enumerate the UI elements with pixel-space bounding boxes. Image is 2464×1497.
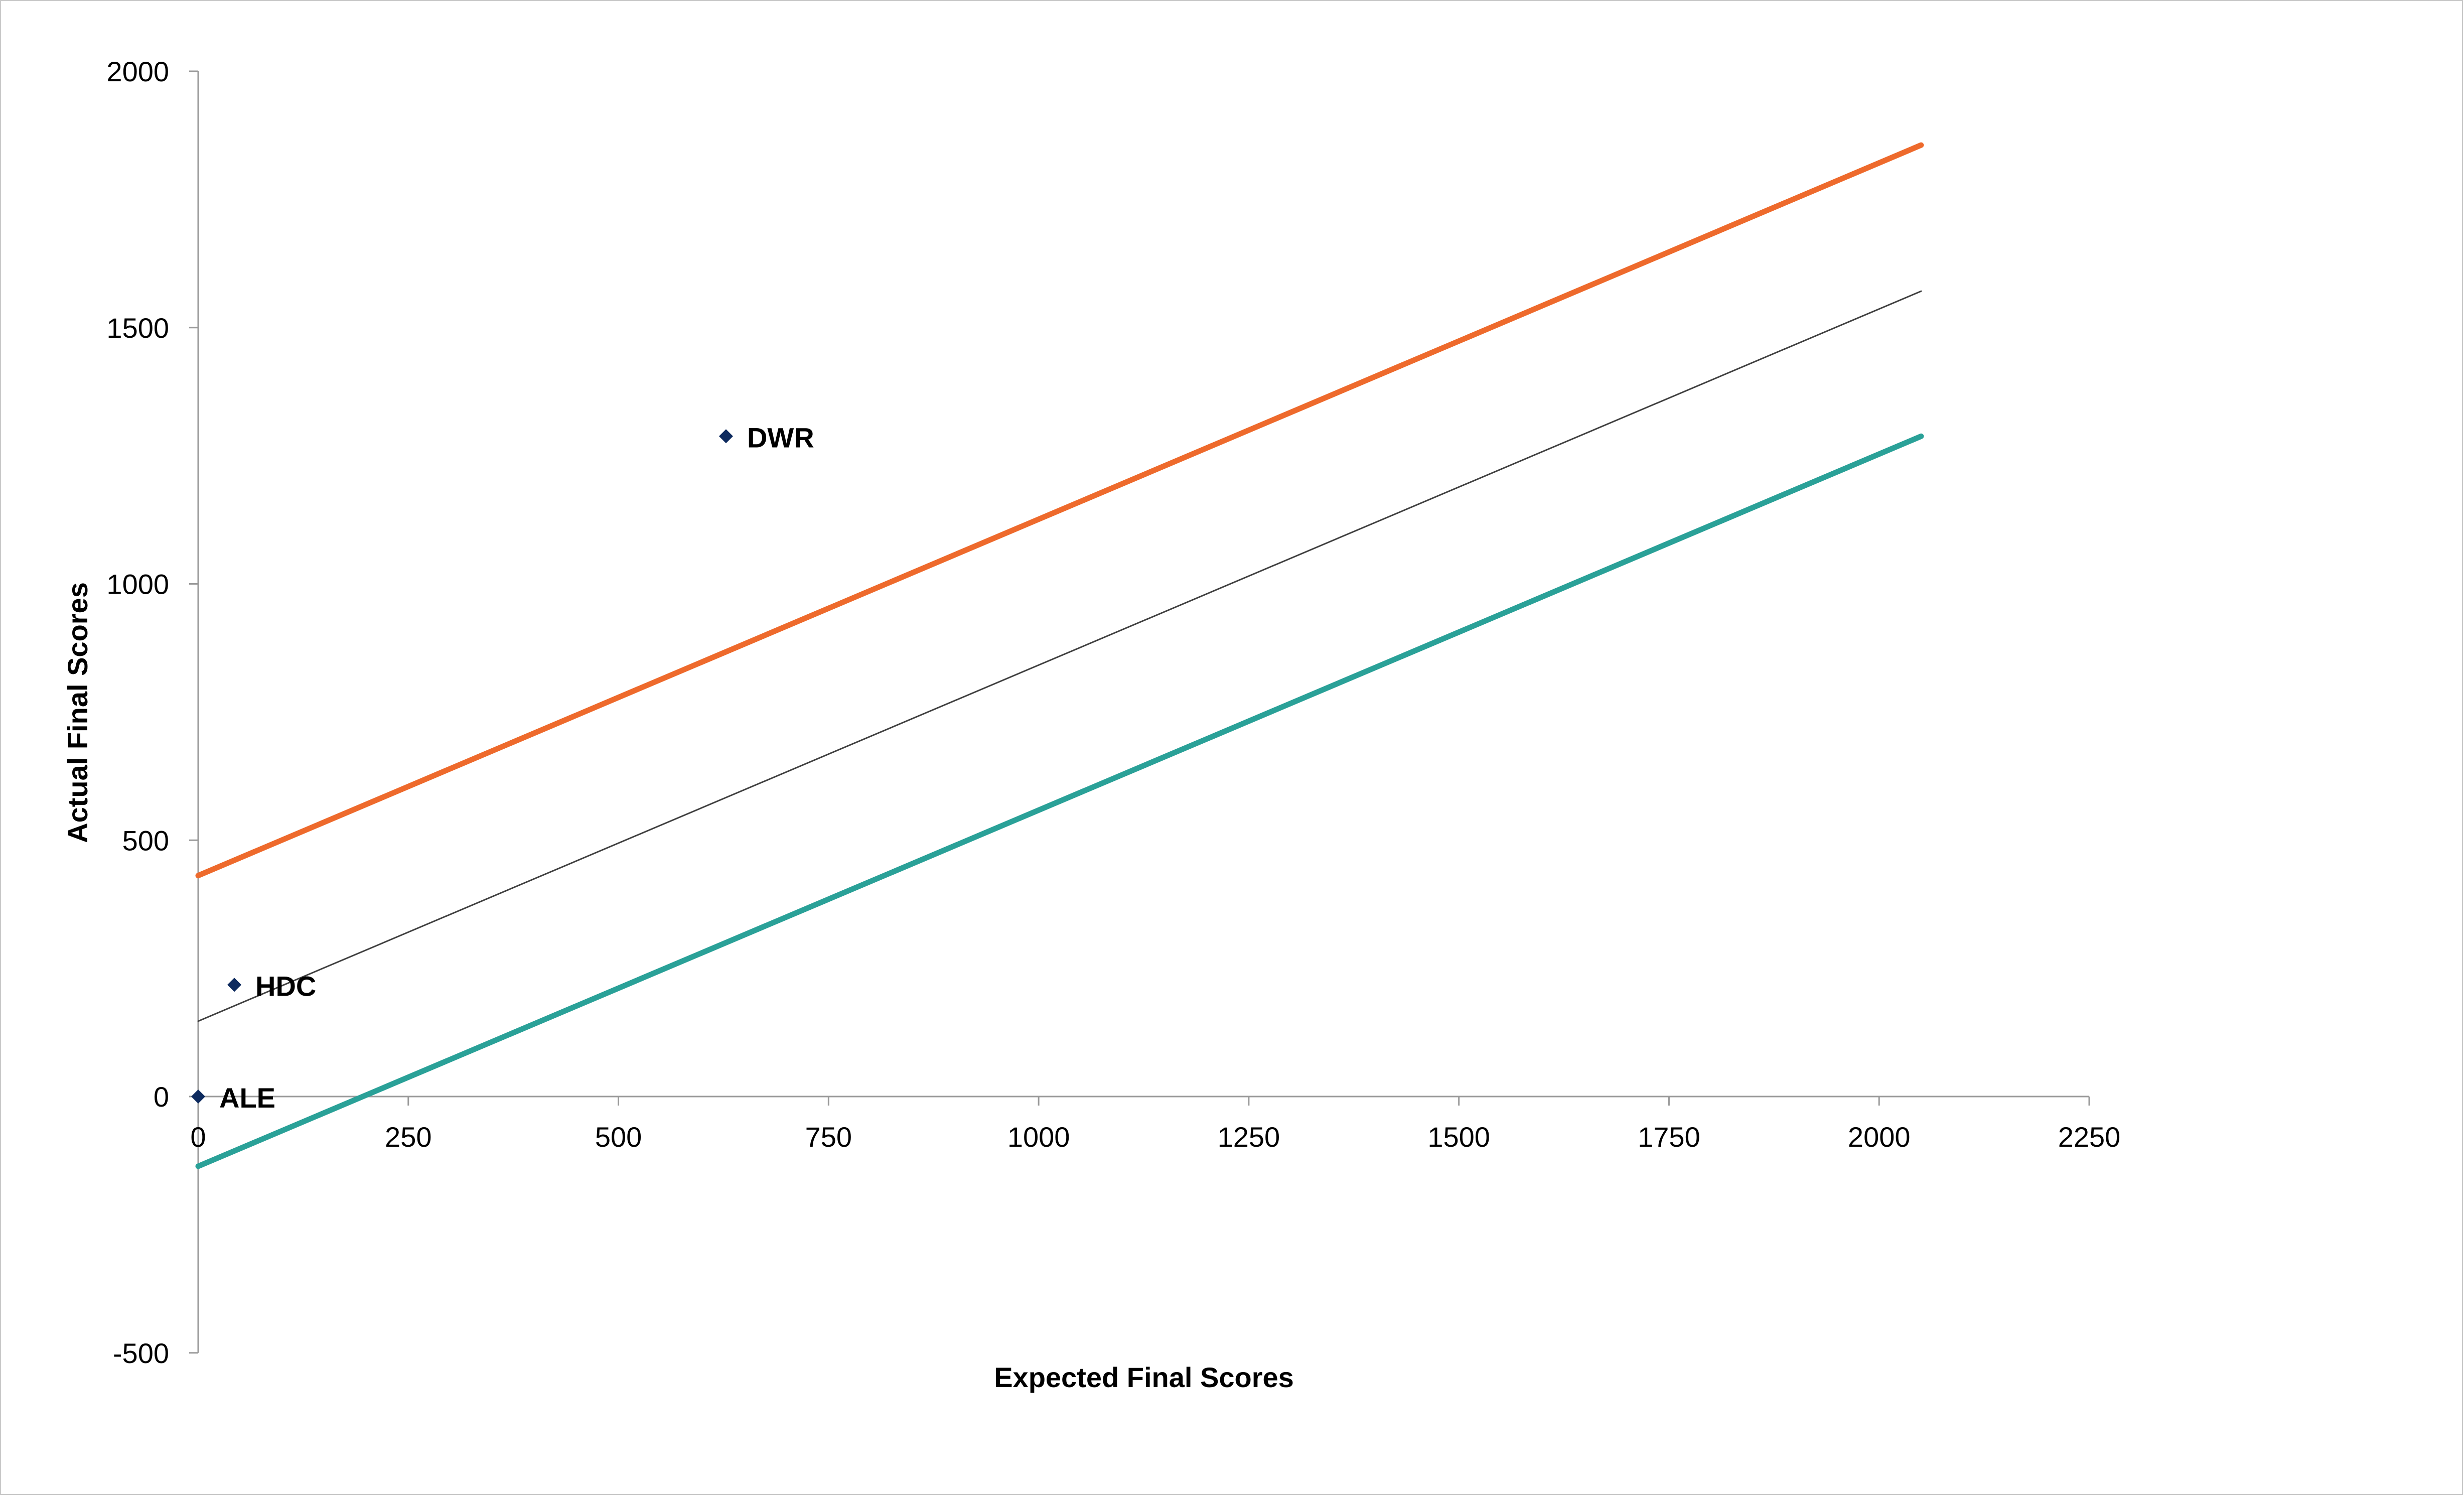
- data-point-label: DWR: [747, 422, 814, 453]
- data-point: [191, 1090, 205, 1104]
- x-tick-label: 250: [385, 1121, 431, 1153]
- reference-line: [195, 433, 1924, 1169]
- x-tick-label: 1000: [1007, 1121, 1070, 1153]
- x-tick-label: 2000: [1848, 1121, 1911, 1153]
- reference-line: [197, 290, 1922, 1022]
- y-tick-label: 1500: [106, 312, 169, 344]
- x-tick-label: 500: [595, 1121, 642, 1153]
- data-point-label: ALE: [219, 1082, 275, 1114]
- y-tick-label: 500: [122, 825, 169, 856]
- axes: 2000 1500 1000 500 0 -500 0 250 500 750 1000 1250 15…: [106, 56, 2120, 1369]
- y-axis-title: Actual Final Scores: [62, 582, 93, 843]
- reference-line: [195, 142, 1924, 879]
- x-tick-label: 2250: [2058, 1121, 2121, 1153]
- data-point: [227, 978, 242, 992]
- data-point: [718, 429, 733, 444]
- x-tick-label: 1750: [1638, 1121, 1700, 1153]
- y-tick-label: 2000: [106, 56, 169, 87]
- x-tick-label: 750: [805, 1121, 852, 1153]
- x-tick-label: 1500: [1427, 1121, 1490, 1153]
- x-tick-label: 0: [190, 1121, 206, 1153]
- y-tick-label: -500: [113, 1337, 169, 1369]
- data-points: ALE HDC DWR: [191, 422, 814, 1114]
- x-axis-title: Expected Final Scores: [994, 1362, 1294, 1393]
- y-tick-label: 1000: [106, 569, 169, 600]
- x-tick-label: 1250: [1218, 1121, 1280, 1153]
- data-point-label: HDC: [255, 970, 316, 1002]
- y-tick-label: 0: [154, 1081, 169, 1113]
- reference-lines: [195, 142, 1924, 1169]
